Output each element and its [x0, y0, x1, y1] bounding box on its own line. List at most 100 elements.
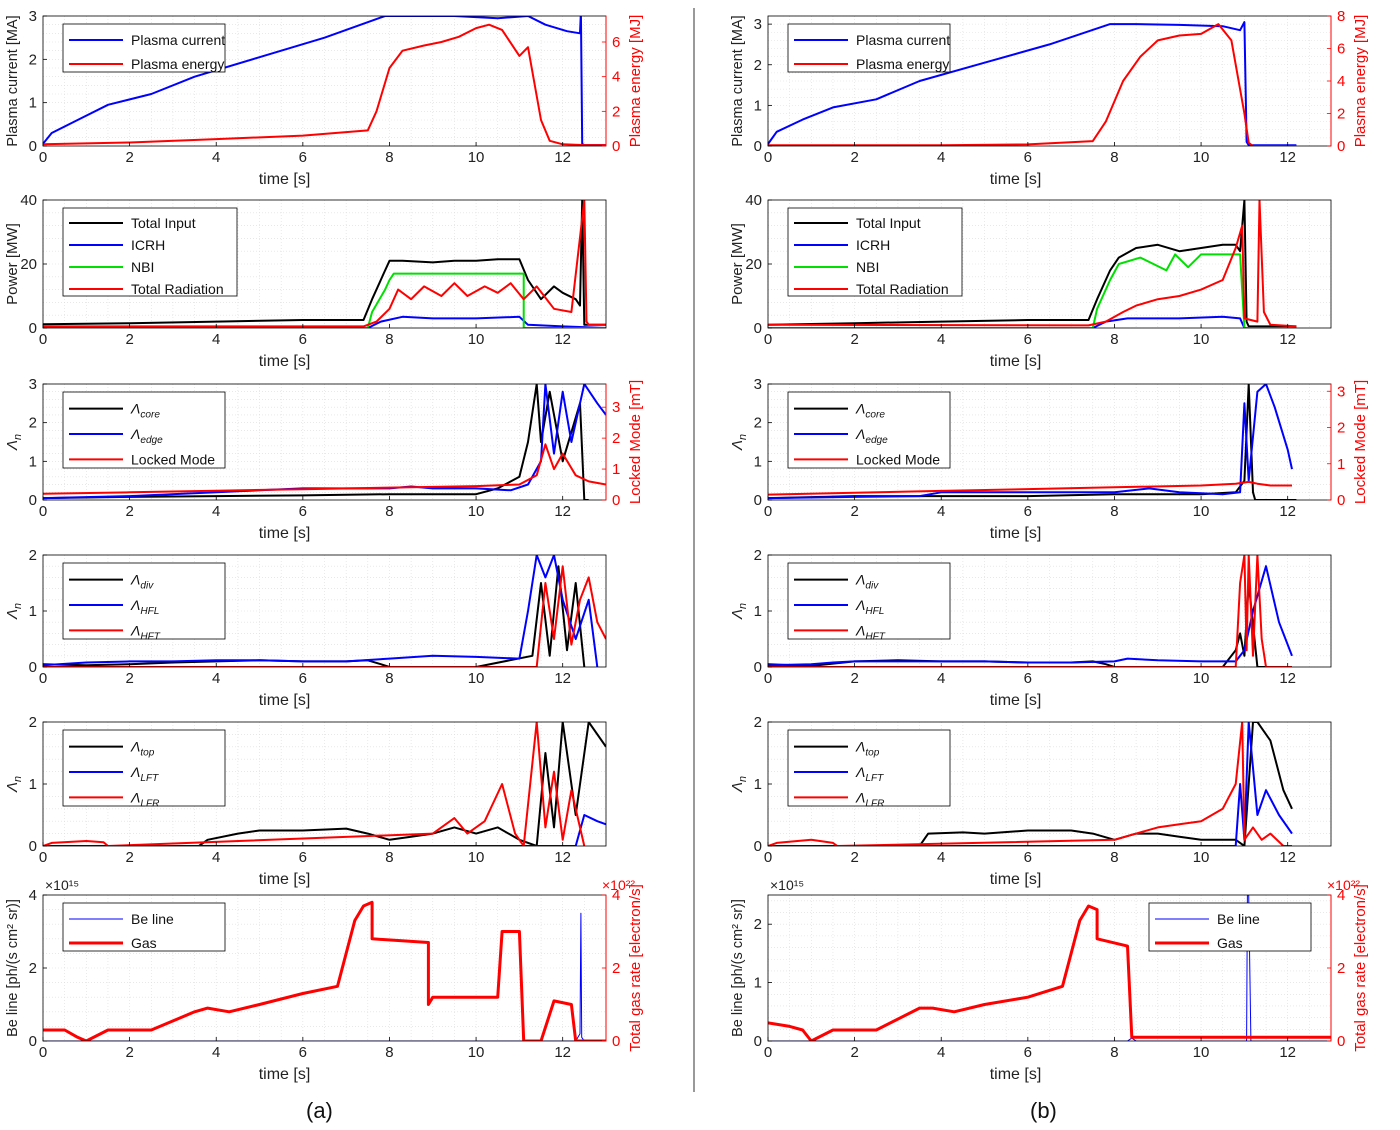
- x-tick-label: 2: [125, 503, 133, 520]
- y-tick-label: 1: [754, 453, 762, 470]
- x-tick-label: 2: [850, 149, 858, 166]
- y-axis-left: 0 20 40 Power [MW]: [4, 192, 47, 337]
- y-tick-label: 3: [754, 16, 762, 33]
- series-line-2: [43, 900, 606, 1041]
- series-line-1: [43, 565, 586, 667]
- x-axis: 0 2 4 6 8 10 12 time [s]: [764, 663, 1296, 709]
- x-tick-label: 6: [299, 1044, 307, 1061]
- x-axis: 0 2 4 6 8 10 12 time [s]: [39, 842, 571, 888]
- y-tick-label: 0: [29, 492, 37, 509]
- x-tick-label: 12: [554, 331, 571, 348]
- y-tick-label: 0: [754, 838, 762, 855]
- x-tick-label: 12: [554, 149, 571, 166]
- y2-tick-label: 4: [1337, 73, 1345, 90]
- y-axis-exponent: ×10¹⁵: [770, 877, 804, 893]
- x-tick-label: 0: [39, 503, 47, 520]
- x-tick-label: 4: [937, 849, 945, 866]
- series-group: [768, 555, 1293, 667]
- legend-label: Be line: [1217, 911, 1260, 927]
- legend-label: ΛLFR: [855, 789, 884, 809]
- series-line-2: [43, 315, 606, 328]
- series-line-3: [768, 480, 1292, 496]
- legend-label: ΛHFL: [855, 597, 884, 617]
- legend-label: Λdiv: [130, 572, 154, 592]
- y-tick-label: 20: [745, 256, 762, 273]
- x-tick-label: 0: [39, 149, 47, 166]
- series-line-1: [43, 200, 606, 326]
- y-tick-label: 2: [29, 415, 37, 432]
- y-tick-label: 2: [754, 547, 762, 564]
- legend-label: Λdiv: [855, 572, 879, 592]
- x-tick-label: 0: [764, 670, 772, 687]
- y-axis-label: Λn: [4, 776, 24, 793]
- legend-label: ΛHFT: [130, 622, 161, 642]
- legend-label: Λedge: [130, 426, 163, 446]
- y2-tick-label: 0: [1337, 1033, 1345, 1050]
- legend-label: Total Input: [856, 215, 921, 231]
- y-axis-right: 0 2 4 6 Plasma energy [MJ]: [602, 15, 644, 155]
- x-tick-label: 2: [850, 670, 858, 687]
- x-tick-label: 0: [764, 849, 772, 866]
- y-tick-label: 2: [754, 57, 762, 74]
- x-tick-label: 4: [212, 1044, 220, 1061]
- series-line-2: [768, 722, 1293, 846]
- series-line-2: [43, 814, 606, 846]
- legend-label: ICRH: [131, 237, 165, 253]
- y-axis-label: Power [MW]: [4, 223, 21, 305]
- series-line-1: [768, 895, 1331, 1041]
- x-tick-label: 2: [125, 331, 133, 348]
- y-axis-label: Be line [ph/(s cm² sr)]: [5, 899, 21, 1037]
- y2-axis-label: Locked Mode [mT]: [627, 380, 644, 504]
- y-tick-label: 0: [29, 320, 37, 337]
- y-tick-label: 40: [745, 192, 762, 209]
- x-tick-label: 6: [299, 849, 307, 866]
- legend: Total Input ICRH NBI Total Radiation: [787, 207, 963, 297]
- x-tick-label: 0: [764, 149, 772, 166]
- y2-tick-label: 0: [612, 492, 620, 509]
- legend-label: Total Input: [131, 215, 196, 231]
- x-tick-label: 0: [39, 670, 47, 687]
- y-axis-left: 0 1 2 Λn: [729, 547, 772, 676]
- x-tick-label: 10: [468, 149, 485, 166]
- legend: Be line Gas: [62, 902, 226, 952]
- x-tick-label: 10: [468, 503, 485, 520]
- chart-a-5: 0 2 4 6 8 10 12 time [s] 0 2 4 Be line [ph/(s cm² s…: [5, 877, 644, 1083]
- y-tick-label: 1: [29, 776, 37, 793]
- x-tick-label: 10: [468, 670, 485, 687]
- y-tick-label: 2: [29, 960, 37, 977]
- x-axis-label: time [s]: [259, 353, 311, 370]
- x-tick-label: 0: [39, 1044, 47, 1061]
- series-line-2: [768, 23, 1297, 146]
- legend-label: ΛLFT: [855, 764, 884, 784]
- y-axis-label: Plasma current [MA]: [5, 15, 21, 146]
- legend-label: Λedge: [855, 426, 888, 446]
- series-group: [43, 722, 606, 846]
- x-tick-label: 0: [39, 849, 47, 866]
- y-tick-label: 0: [754, 320, 762, 337]
- x-tick-label: 8: [1110, 1044, 1118, 1061]
- y-tick-label: 0: [754, 492, 762, 509]
- x-tick-label: 10: [1193, 331, 1210, 348]
- legend-label: Locked Mode: [131, 451, 215, 467]
- y-tick-label: 0: [29, 838, 37, 855]
- series-line-2: [768, 384, 1293, 500]
- y-tick-label: 2: [754, 916, 762, 933]
- y-tick-label: 2: [29, 547, 37, 564]
- y-axis-left: 0 1 2 3 Λn: [729, 376, 772, 509]
- legend-label: Be line: [131, 911, 174, 927]
- x-tick-label: 10: [1193, 849, 1210, 866]
- y2-tick-label: 3: [1337, 383, 1345, 400]
- y-tick-label: 1: [754, 975, 762, 992]
- legend-label: NBI: [131, 259, 154, 275]
- x-tick-label: 12: [554, 1044, 571, 1061]
- y-tick-label: 3: [29, 376, 37, 393]
- y2-axis-label: Total gas rate [electron/s]: [627, 884, 644, 1052]
- x-axis: 0 2 4 6 8 10 12 time [s]: [39, 496, 571, 542]
- y-tick-label: 2: [29, 51, 37, 68]
- x-tick-label: 4: [212, 503, 220, 520]
- y-tick-label: 0: [754, 1033, 762, 1050]
- y-tick-label: 0: [29, 1033, 37, 1050]
